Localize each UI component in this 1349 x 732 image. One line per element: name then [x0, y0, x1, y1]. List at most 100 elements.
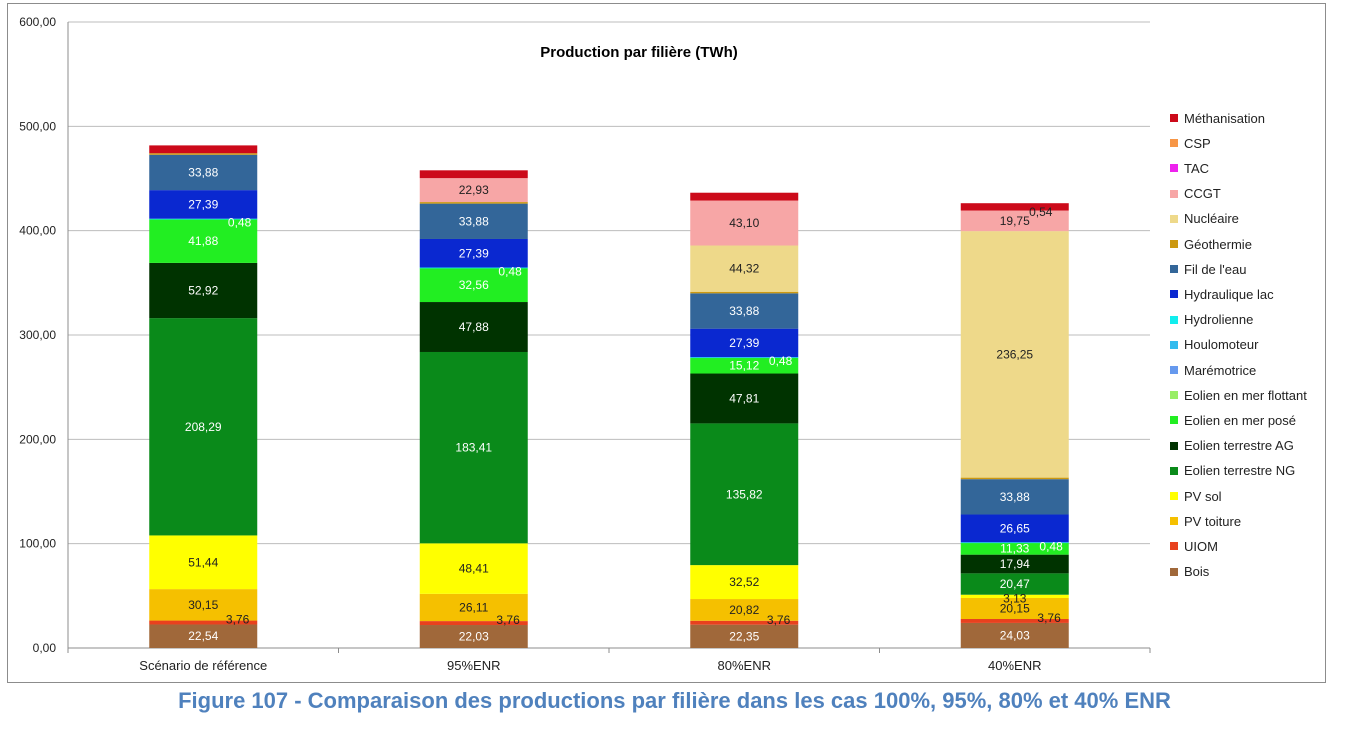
y-tick-label: 100,00 [19, 537, 56, 551]
legend-item: Marémotrice [1170, 360, 1256, 380]
data-label: 32,52 [729, 575, 759, 589]
legend-swatch [1170, 517, 1178, 526]
bar-segment [960, 594, 1069, 598]
legend-label: Hydrolienne [1184, 312, 1254, 328]
legend-swatch [1170, 189, 1178, 198]
data-label: 183,41 [455, 441, 492, 455]
legend-swatch [1170, 114, 1178, 122]
bar-segment [690, 624, 799, 648]
data-label: 135,82 [726, 487, 763, 501]
stacked-bar-chart: 0,00 100,00 200,00 300,00 400,00 500,00 600,00… [19, 15, 1151, 673]
bar-segment [149, 589, 258, 621]
legend-label: PV sol [1184, 488, 1222, 504]
data-label: 33,88 [729, 304, 759, 318]
legend-label: TAC [1184, 160, 1210, 176]
legend-swatch [1170, 416, 1178, 425]
data-label: 43,10 [729, 216, 759, 230]
data-label: 22,93 [459, 183, 489, 197]
legend-item: Fil de l'eau [1170, 259, 1246, 279]
bar-segment [419, 625, 528, 648]
legend-swatch [1170, 214, 1178, 223]
data-label: 0,48 [1039, 539, 1063, 553]
legend-item: UIOM [1170, 536, 1218, 556]
x-category-label: 80%ENR [718, 658, 771, 673]
legend-item: Eolien en mer posé [1170, 410, 1296, 430]
bar-segment [690, 423, 799, 566]
data-label: 17,94 [1000, 557, 1030, 571]
data-label: 32,56 [459, 278, 489, 292]
legend-item: Hydrolienne [1170, 310, 1253, 330]
data-label: 0,48 [498, 265, 522, 279]
bar-segment [149, 620, 258, 625]
legend-label: Eolien en mer posé [1184, 412, 1297, 428]
data-label: 22,54 [188, 629, 218, 643]
bar-segment [690, 293, 799, 329]
data-label: 41,88 [188, 234, 218, 248]
legend-swatch [1170, 492, 1178, 500]
legend-label: UIOM [1184, 538, 1218, 554]
bar-segment [419, 302, 528, 352]
y-tick-label: 500,00 [19, 119, 56, 133]
data-label: 3,76 [496, 613, 520, 627]
y-tick-label: 0,00 [33, 641, 57, 655]
bar-segment [690, 192, 799, 201]
legend-label: Fil de l'eau [1184, 261, 1247, 277]
bar-segment [149, 535, 258, 590]
data-label: 48,41 [459, 562, 489, 576]
legend-label: Nucléaire [1184, 211, 1239, 227]
bar-segment [149, 145, 258, 154]
y-tick-label: 400,00 [19, 224, 56, 238]
bar-segment [690, 328, 799, 358]
legend-swatch [1170, 391, 1178, 400]
data-label: 3,76 [767, 613, 791, 627]
data-label: 20,47 [1000, 577, 1030, 591]
legend-swatch [1170, 466, 1178, 475]
legend-swatch [1170, 139, 1178, 148]
bar-segment [690, 291, 799, 294]
legend-swatch [1170, 441, 1178, 450]
data-label: 51,44 [188, 555, 218, 569]
x-category-label: 40%ENR [988, 658, 1041, 673]
bar-segment [419, 170, 528, 179]
bar-segment [960, 573, 1069, 595]
legend-item: Hydraulique lac [1170, 284, 1274, 304]
legend-item: Nucléaire [1170, 209, 1239, 229]
legend-label: Méthanisation [1184, 110, 1265, 126]
data-label: 3,13 [1003, 592, 1027, 606]
bar-segment [419, 202, 528, 204]
legend-label: Géothermie [1184, 236, 1252, 252]
data-label: 236,25 [996, 347, 1033, 361]
bar-segment [960, 477, 1069, 480]
bar-segment [419, 178, 528, 203]
bar-segment [960, 542, 1069, 544]
bar-segment [149, 262, 258, 319]
legend-item: PV toiture [1170, 511, 1241, 531]
data-label: 15,12 [729, 359, 759, 373]
bar-segment [149, 218, 258, 220]
data-label: 19,75 [1000, 214, 1030, 228]
legend-item: CCGT [1170, 184, 1221, 204]
legend-item: Eolien terrestre NG [1170, 461, 1295, 481]
bar-segment [960, 597, 1069, 620]
figure-caption: Figure 107 - Comparaison des productions… [178, 688, 1171, 713]
data-label: 26,65 [1000, 521, 1030, 535]
bar-segment [960, 514, 1069, 543]
legend-label: Bois [1184, 564, 1210, 580]
bar-segment [960, 619, 1069, 623]
data-label: 27,39 [459, 246, 489, 260]
bar-segment [419, 267, 528, 269]
legend-swatch [1170, 340, 1178, 349]
x-category-label: 95%ENR [447, 658, 500, 673]
bar-segment [690, 373, 799, 424]
y-tick-label: 600,00 [19, 15, 56, 29]
legend-item: Houlomoteur [1170, 335, 1258, 355]
data-label: 0,54 [1029, 205, 1053, 219]
legend-label: Houlomoteur [1184, 337, 1259, 353]
bar-segment [149, 219, 258, 263]
data-labels: 22,54 3,76 30,15 51,44 208,29 52,92 41,88 0,48 2… [185, 165, 1063, 643]
y-tick-label: 200,00 [19, 432, 56, 446]
bar-segment [149, 624, 258, 648]
bar-segment [960, 203, 1069, 211]
y-tick-label: 300,00 [19, 328, 56, 342]
data-label: 20,82 [729, 603, 759, 617]
